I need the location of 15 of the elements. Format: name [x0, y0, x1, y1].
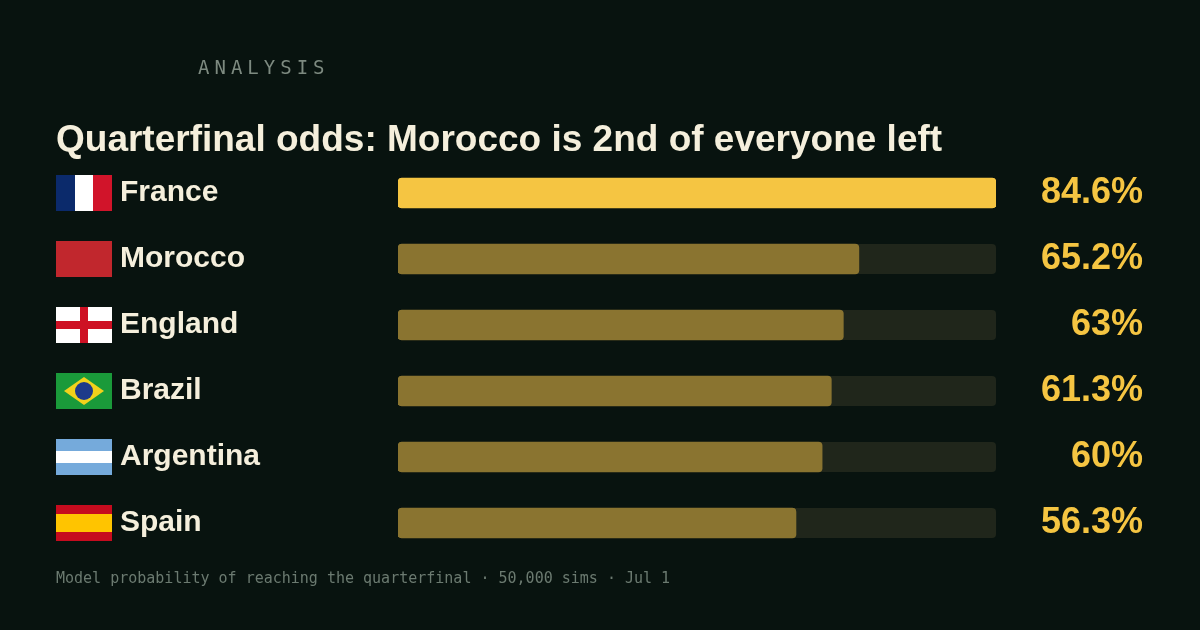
data-label: 84.6% — [1040, 169, 1143, 211]
y-tick-label: England — [120, 306, 239, 340]
text: ANALYSIS — [198, 56, 330, 78]
data-label: 56.3% — [1040, 499, 1143, 541]
y-tick-label: France — [120, 174, 219, 208]
y-tick-label: Brazil — [120, 372, 202, 406]
y-tick-label: Spain — [120, 504, 202, 538]
y-tick-label: Argentina — [120, 438, 261, 472]
y-tick-label: Morocco — [120, 240, 246, 274]
data-label: 63% — [1070, 301, 1143, 343]
text: Model probability of reaching the quarterfinal · 50,000 sims · Jul 1 — [56, 569, 671, 587]
chart-title: Quarterfinal odds: Morocco is 2nd of everyone left — [56, 118, 943, 160]
data-label: 61.3% — [1040, 367, 1143, 409]
data-label: 60% — [1070, 433, 1143, 475]
data-label: 65.2% — [1040, 235, 1143, 277]
